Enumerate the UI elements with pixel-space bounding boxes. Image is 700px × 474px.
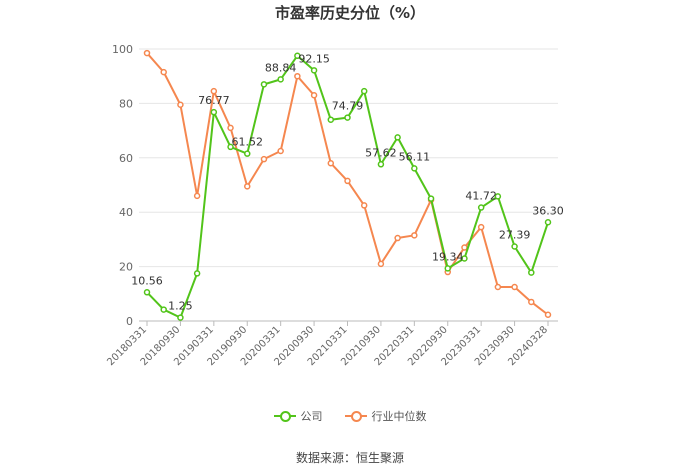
data-point-industry-median	[193, 192, 201, 200]
y-tick-label: 40	[119, 206, 133, 219]
data-point-industry-median	[528, 298, 535, 306]
data-point-industry-median	[411, 232, 418, 239]
legend-label-company: 公司	[300, 410, 323, 423]
data-label-company: 74.79	[332, 100, 364, 113]
data-label-company: 1.25	[168, 300, 193, 313]
data-label-company: 27.39	[499, 228, 531, 241]
data-point-company	[344, 114, 351, 121]
legend-swatch-industry-median	[344, 410, 367, 422]
data-point-company	[511, 243, 518, 250]
data-label-company: 41.72	[465, 190, 497, 203]
data-point-company	[177, 314, 184, 321]
data-label-company: 10.56	[131, 274, 163, 287]
data-point-company	[227, 143, 234, 151]
data-point-industry-median	[394, 234, 401, 242]
data-point-company	[394, 134, 401, 141]
data-point-industry-median	[344, 177, 351, 185]
legend: 公司 行业中位数	[0, 408, 700, 424]
grid-lines	[139, 48, 558, 268]
data-point-industry-median	[160, 68, 167, 76]
data-point-industry-median	[327, 159, 335, 167]
data-point-company	[444, 265, 451, 272]
data-point-company	[377, 161, 385, 168]
data-point-industry-median	[377, 260, 385, 268]
data-point-company	[494, 193, 502, 200]
data-point-company	[427, 195, 435, 202]
data-point-industry-median	[227, 124, 234, 132]
data-label-company: 57.62	[365, 146, 397, 159]
data-point-industry-median	[177, 101, 184, 109]
legend-swatch-company	[273, 410, 296, 422]
series-lines	[143, 49, 552, 321]
data-point-industry-median	[143, 49, 151, 57]
data-point-company	[360, 87, 368, 95]
data-point-company	[544, 219, 552, 226]
data-point-company	[193, 270, 201, 277]
data-label-company: 76.77	[198, 94, 230, 107]
legend-label-industry-median: 行业中位数	[371, 410, 427, 423]
data-label-company: 92.15	[298, 52, 330, 65]
data-point-company	[477, 204, 485, 211]
data-point-industry-median	[260, 155, 268, 163]
data-point-company	[294, 52, 301, 60]
data-point-company	[327, 116, 335, 123]
data-point-industry-median	[477, 223, 485, 231]
data-point-company	[528, 269, 535, 276]
data-point-company	[260, 81, 268, 88]
data-label-company: 88.84	[265, 61, 297, 74]
data-label-company: 19.34	[432, 250, 464, 263]
y-tick-label: 80	[119, 97, 133, 110]
data-point-company	[411, 165, 418, 172]
data-point-company	[310, 67, 318, 74]
data-point-industry-median	[310, 91, 318, 99]
data-point-industry-median	[244, 183, 251, 190]
legend-item-company[interactable]: 公司	[273, 408, 323, 424]
data-label-company: 36.30	[532, 204, 564, 217]
data-point-industry-median	[277, 147, 284, 155]
data-point-industry-median	[461, 244, 468, 251]
data-label-company: 56.11	[399, 150, 431, 163]
data-point-company	[210, 108, 218, 116]
data-point-company	[277, 76, 284, 83]
y-tick-label: 20	[119, 261, 133, 274]
data-point-industry-median	[494, 283, 502, 291]
data-point-industry-median	[360, 202, 368, 209]
data-point-company	[160, 306, 167, 313]
data-label-company: 61.52	[232, 136, 264, 149]
data-point-company	[244, 150, 251, 157]
data-point-company	[143, 289, 151, 296]
y-tick-label: 0	[126, 315, 133, 328]
data-source: 数据来源：恒生聚源	[295, 451, 404, 465]
y-tick-label: 60	[119, 152, 133, 165]
y-tick-label: 100	[112, 43, 133, 56]
chart-title: 市盈率历史分位（%）	[274, 4, 426, 22]
data-point-industry-median	[210, 87, 218, 95]
data-point-industry-median	[294, 72, 301, 80]
data-point-industry-median	[544, 311, 552, 318]
data-point-company	[461, 255, 468, 262]
data-point-industry-median	[511, 283, 518, 291]
legend-item-industry-median[interactable]: 行业中位数	[344, 408, 427, 424]
